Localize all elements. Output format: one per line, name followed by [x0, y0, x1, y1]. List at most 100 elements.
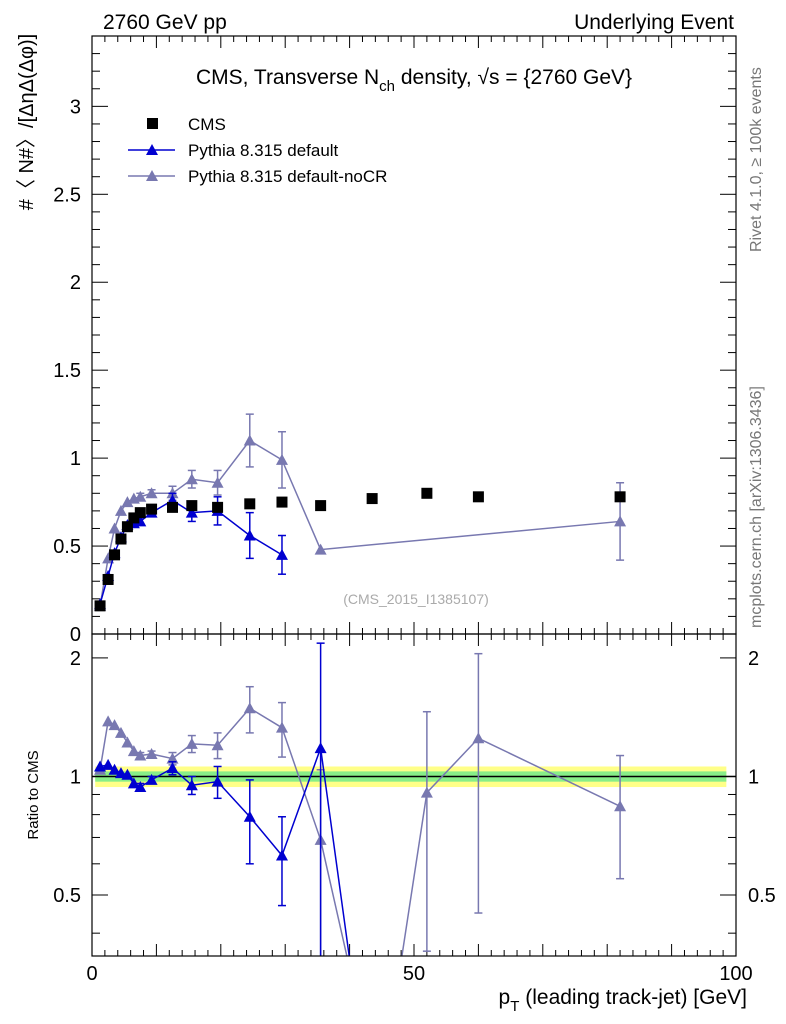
- data-point: [185, 506, 198, 518]
- data-point: [212, 501, 224, 513]
- data-point: [108, 522, 121, 534]
- ratio-y-axis-label: Ratio to CMS: [25, 750, 42, 839]
- data-point: [102, 758, 115, 770]
- data-point: [472, 732, 485, 744]
- data-point: [134, 490, 147, 502]
- data-point: [146, 503, 158, 515]
- ratio-panel: 0.5 0.5 1 1 2 2 0 50 100 Ratio to CMS pT (leadi…: [25, 633, 776, 1015]
- main-y-axis-label: #〈 N#〉/[ΔηΔ(Δφ)]: [16, 34, 38, 210]
- data-point: [275, 548, 288, 560]
- xtick-label: 0: [86, 963, 97, 985]
- legend-nocr-label: Pythia 8.315 default-noCR: [188, 167, 387, 186]
- data-point: [276, 496, 288, 508]
- data-point: [134, 749, 147, 761]
- xtick-label: 50: [403, 963, 425, 985]
- ratio-ytick-label: 1: [70, 766, 81, 788]
- data-point: [211, 476, 224, 488]
- data-point: [134, 781, 147, 793]
- data-point: [108, 763, 121, 775]
- mcplots-reference-label: mcplots.cern.ch [arXiv:1306.3436]: [748, 386, 765, 628]
- data-point: [275, 849, 288, 861]
- legend-default-label: Pythia 8.315 default: [188, 141, 339, 160]
- ratio-series-layer: [94, 642, 627, 956]
- series-line: [99, 707, 621, 956]
- data-point: [121, 496, 134, 508]
- data-point: [314, 742, 327, 754]
- data-point: [185, 473, 198, 485]
- data-point: [166, 762, 179, 774]
- data-point: [102, 715, 115, 727]
- data-point: [614, 515, 627, 527]
- xtick-label: 100: [719, 963, 752, 985]
- data-point: [185, 779, 198, 791]
- data-point: [211, 739, 224, 751]
- series-line: [99, 439, 621, 606]
- data-point: [243, 702, 256, 714]
- x-axis-label: pT (leading track-jet) [GeV]: [499, 986, 747, 1015]
- data-point: [102, 552, 115, 564]
- data-point: [109, 549, 121, 561]
- data-point: [472, 491, 484, 503]
- ratio-ytick-label-right: 2: [748, 648, 759, 670]
- main-ytick-label: 1: [70, 448, 81, 470]
- data-point: [127, 745, 140, 757]
- plot-title: CMS, Transverse Nch density, √s = {2760 …: [196, 66, 632, 95]
- rivet-version-label: Rivet 4.1.0, ≥ 100k events: [748, 67, 765, 252]
- data-point: [121, 521, 133, 533]
- data-point: [315, 500, 327, 512]
- data-point: [614, 491, 626, 503]
- data-point: [366, 493, 378, 505]
- legend-nocr-marker: [146, 170, 158, 181]
- data-point: [314, 543, 327, 555]
- ratio-ytick-label-right: 0.5: [748, 885, 776, 907]
- data-point: [186, 500, 198, 512]
- data-point: [115, 533, 127, 545]
- ratio-ytick-label: 2: [70, 648, 81, 670]
- legend-default-marker: [146, 144, 158, 155]
- data-point: [243, 529, 256, 541]
- data-point: [114, 726, 127, 738]
- data-point: [167, 501, 178, 513]
- main-ytick-label: 0.5: [53, 536, 81, 558]
- data-point: [244, 498, 256, 510]
- data-point: [128, 512, 140, 524]
- main-ytick-label: 2: [70, 272, 81, 294]
- data-point: [134, 515, 147, 527]
- data-point: [420, 786, 433, 798]
- main-series-layer: [94, 413, 627, 612]
- ratio-ytick-label: 0.5: [53, 885, 81, 907]
- analysis-watermark: (CMS_2015_I1385107): [343, 591, 489, 607]
- data-point: [108, 719, 121, 731]
- data-point: [243, 434, 256, 446]
- data-point: [121, 768, 134, 780]
- data-point: [421, 487, 433, 499]
- data-point: [211, 775, 224, 787]
- x-tick-labels: 0 50 100: [86, 963, 752, 985]
- data-point: [145, 487, 158, 499]
- ratio-ytick-label-right: 1: [748, 766, 759, 788]
- data-point: [185, 737, 198, 749]
- data-point: [614, 800, 627, 812]
- data-point: [121, 736, 134, 748]
- legend-cms-marker: [147, 118, 158, 129]
- data-point: [275, 453, 288, 465]
- main-ytick-label: 0: [70, 624, 81, 646]
- data-point: [94, 600, 106, 612]
- data-point: [145, 773, 158, 785]
- main-panel: 0 0.5 1 1.5 2 2.5 3 CMS, Transverse Nch densit…: [16, 34, 737, 646]
- legend: CMS Pythia 8.315 default Pythia 8.315 de…: [128, 115, 387, 186]
- ratio-frame: [91, 633, 737, 957]
- legend-cms-label: CMS: [188, 115, 226, 134]
- data-point: [145, 748, 158, 760]
- data-point: [243, 810, 256, 822]
- header-right: Underlying Event: [574, 11, 734, 34]
- data-point: [275, 721, 288, 733]
- main-ytick-label: 2.5: [53, 184, 81, 206]
- data-point: [166, 752, 179, 764]
- header-left: 2760 GeV pp: [103, 11, 227, 34]
- main-ytick-labels: 0 0.5 1 1.5 2 2.5 3: [53, 96, 81, 646]
- data-point: [127, 777, 140, 789]
- main-ytick-label: 1.5: [53, 360, 81, 382]
- data-point: [102, 573, 114, 585]
